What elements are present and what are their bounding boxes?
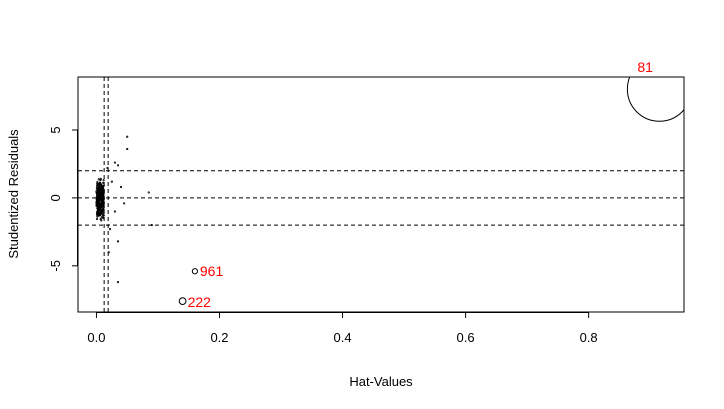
- data-point: [116, 281, 120, 284]
- cluster-point: [96, 186, 99, 189]
- cluster-point: [98, 213, 101, 216]
- y-tick-label: 5: [48, 126, 63, 133]
- data-point: [106, 166, 109, 170]
- data-point: [126, 147, 129, 151]
- cluster-point: [97, 183, 101, 186]
- cluster-point: [96, 182, 99, 186]
- point-label-961: 961: [200, 263, 224, 279]
- cluster-point: [98, 198, 101, 201]
- cluster-point: [97, 203, 100, 206]
- cluster-point: [99, 185, 102, 188]
- x-axis: 0.0 0.2 0.4 0.6 0.8: [87, 312, 598, 345]
- data-point: [107, 251, 110, 254]
- reference-lines: [78, 77, 684, 312]
- y-axis: -5 0 5: [48, 126, 78, 272]
- cluster-point: [100, 205, 103, 208]
- cluster-point: [98, 204, 101, 208]
- y-axis-label: Studentized Residuals: [6, 129, 21, 259]
- point-label-222: 222: [188, 294, 212, 310]
- data-point: [147, 191, 150, 194]
- cluster-point: [99, 189, 102, 192]
- cluster-point: [97, 199, 100, 203]
- cluster-point: [100, 194, 104, 197]
- data-point: [119, 185, 123, 189]
- data-point: [108, 228, 112, 231]
- cluster-point: [98, 209, 102, 212]
- cluster-point: [96, 188, 100, 191]
- y-tick-label: -5: [48, 260, 63, 272]
- cluster-point: [101, 210, 104, 213]
- cluster-point: [100, 211, 103, 215]
- influence-bubble-222: [178, 297, 187, 306]
- x-axis-label: Hat-Values: [349, 374, 413, 389]
- influence-bubble-961: [191, 268, 198, 275]
- data-point: [150, 223, 153, 227]
- data-point: [113, 161, 117, 164]
- y-tick-label: 0: [48, 194, 63, 201]
- data-point: [110, 180, 113, 183]
- cluster-point: [95, 184, 99, 187]
- x-tick-label: 0.2: [210, 330, 228, 345]
- cluster-point: [100, 216, 103, 219]
- data-point: [113, 210, 117, 213]
- cluster-point: [99, 178, 102, 181]
- cluster-point: [96, 211, 99, 214]
- point-label-81: 81: [637, 59, 653, 75]
- cluster-point: [95, 191, 98, 194]
- cluster-point: [97, 192, 101, 195]
- point-labels: 81 961 222: [188, 59, 654, 310]
- cluster-point: [101, 215, 104, 218]
- data-points: [95, 77, 684, 306]
- cluster-point: [102, 181, 105, 184]
- cluster-point: [102, 198, 105, 201]
- data-point: [116, 240, 120, 243]
- x-tick-label: 0.8: [580, 330, 598, 345]
- cluster-point: [102, 179, 105, 182]
- x-tick-label: 0.6: [457, 330, 475, 345]
- influence-bubble-81: [626, 77, 684, 122]
- x-tick-label: 0.4: [334, 330, 352, 345]
- cluster-point: [96, 214, 99, 217]
- data-point: [123, 202, 126, 205]
- cluster-point: [101, 202, 104, 205]
- cluster-point: [97, 195, 100, 198]
- plot-frame: [77, 76, 685, 313]
- data-point: [116, 164, 120, 167]
- cluster-point: [99, 217, 102, 221]
- cluster-point: [95, 201, 98, 204]
- cluster-point: [100, 187, 103, 190]
- cluster-point: [102, 216, 105, 220]
- data-point: [126, 135, 129, 138]
- cluster-point: [95, 217, 99, 221]
- x-tick-label: 0.0: [87, 330, 105, 345]
- cluster-point: [96, 193, 100, 197]
- cluster-point: [96, 180, 99, 184]
- cluster-point: [97, 178, 100, 181]
- cluster-point: [101, 189, 104, 192]
